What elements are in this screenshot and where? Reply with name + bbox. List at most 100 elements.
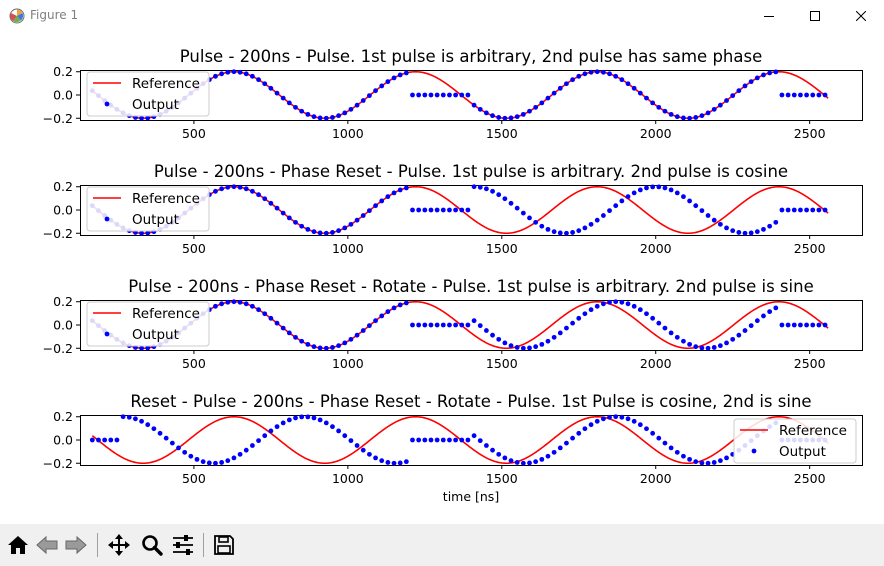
subplot-4-legend-output-label: Output — [779, 444, 826, 460]
subplot-1-output-point — [373, 88, 378, 94]
subplot-4-output-point — [330, 424, 335, 430]
subplot-3-output-point — [403, 300, 409, 306]
subplot-3-output-point — [299, 338, 305, 344]
subplot-2-output-point — [459, 207, 465, 213]
subplot-3-output-point — [268, 315, 274, 321]
subplot-1-output-point — [588, 69, 594, 75]
maximize-button[interactable] — [792, 0, 838, 31]
subplot-4-output-point — [397, 460, 403, 466]
subplot-1-output-point — [804, 92, 809, 98]
subplot-4-output-point — [188, 453, 194, 459]
subplot-4-legend-output-swatch — [751, 448, 757, 454]
subplot-1-output-point — [742, 83, 748, 89]
subplot-4-output-point — [674, 449, 680, 455]
subplot-4-output-point — [200, 459, 206, 465]
subplot-1-legend-reference-label: Reference — [132, 76, 200, 92]
subplot-1-output-point — [791, 92, 797, 98]
subplot-3-output-point — [293, 334, 298, 340]
subplot-2-xtick-label: 500 — [182, 241, 206, 256]
subplot-4-output-point — [539, 456, 545, 462]
subplot-4-output-point — [582, 426, 588, 432]
subplot-2-xtick-label: 1000 — [332, 241, 364, 256]
subplot-4-output-point — [274, 424, 280, 430]
subplot-3-output-point — [311, 344, 317, 350]
subplot-2-output-point — [280, 210, 286, 216]
subplot-3-output-point — [286, 330, 292, 336]
home-button[interactable] — [5, 532, 31, 558]
subplot-3-output-point — [225, 299, 231, 305]
subplot-4-output-point — [711, 460, 717, 465]
subplot-4-output-point — [533, 459, 539, 465]
subplot-1-output-point — [323, 115, 329, 121]
subplot-4-output-point — [176, 445, 181, 451]
subplot-4-output-point — [514, 460, 520, 465]
subplot-3-output-point — [576, 315, 582, 321]
subplot-1-title: Pulse - 200ns - Pulse. 1st pulse is arbi… — [180, 47, 762, 66]
forward-button[interactable] — [63, 532, 89, 558]
subplot-1-legend-output-label: Output — [132, 97, 179, 113]
subplot-4-output-point — [120, 414, 126, 420]
subplot-2-xtick-label: 2500 — [794, 241, 826, 256]
subplot-3-xtick-label: 1000 — [332, 356, 364, 371]
subplot-2-output-point — [539, 223, 545, 229]
subplot-1-output-point — [711, 106, 717, 112]
subplot-1-output-point — [496, 115, 502, 120]
subplot-3-output-point — [145, 345, 151, 351]
subplot-1-output-point — [520, 111, 526, 117]
subplot-2-output-point — [674, 190, 680, 196]
subplot-1-output-point — [299, 108, 305, 114]
subplot-1-output-point — [576, 73, 582, 79]
close-button[interactable] — [838, 0, 884, 31]
pan-button[interactable] — [106, 532, 132, 558]
subplot-2-legend-reference-label: Reference — [132, 191, 200, 207]
subplot-4-xtick-label: 1000 — [332, 471, 364, 486]
subplot-4-output-point — [717, 458, 723, 464]
zoom-button[interactable] — [139, 532, 165, 558]
subplot-1-output-point — [798, 92, 803, 98]
subplot-3-output-point — [330, 345, 335, 350]
subplot-4-output-point — [126, 414, 132, 420]
subplot-4-ytick-label: 0.2 — [53, 409, 73, 424]
subplot-2-output-point — [754, 229, 760, 235]
save-icon — [214, 535, 234, 555]
figure-canvas[interactable]: Pulse - 200ns - Pulse. 1st pulse is arbi… — [0, 31, 884, 524]
subplot-3-output-point — [262, 311, 268, 317]
back-button[interactable] — [34, 532, 60, 558]
subplot-1-output-point — [502, 115, 508, 121]
subplot-4-title: Reset - Pulse - 200ns - Phase Reset - Ro… — [130, 392, 811, 411]
subplot-4-output-point — [311, 415, 317, 421]
subplot-3-output-point — [754, 318, 760, 324]
subplot-3-output-point — [736, 332, 742, 338]
subplot-3-output-point — [422, 322, 428, 328]
subplot-2-output-point — [262, 196, 268, 202]
subplot-2-output-point — [594, 217, 600, 223]
subplot-2-output-point — [742, 230, 748, 236]
save-button[interactable] — [211, 532, 237, 558]
subplot-3-output-point — [459, 322, 465, 328]
subplot-1-output-point — [354, 102, 360, 108]
subplot-3-output-point — [748, 323, 754, 329]
subplot-3-output-point — [139, 345, 144, 351]
subplot-4-ytick-label: −0.2 — [43, 456, 73, 471]
subplot-1-output-point — [311, 114, 317, 120]
subplot-1-output-point — [262, 81, 268, 87]
subplot-1-output-point — [385, 79, 391, 85]
configure-subplots-button[interactable] — [170, 532, 196, 558]
subplot-2-output-point — [416, 207, 422, 213]
subplot-2-output-point — [213, 188, 218, 194]
subplot-3-output-point — [360, 328, 366, 333]
subplot-3-legend-output-swatch — [104, 331, 110, 337]
subplot-4-xtick-label: 500 — [182, 471, 206, 486]
subplot-2-output-point — [391, 190, 397, 196]
minimize-button[interactable] — [746, 0, 792, 31]
subplot-3-output-point — [662, 325, 668, 331]
subplot-4-output-point — [631, 418, 637, 424]
subplot-2-output-point — [268, 200, 274, 206]
subplot-3-output-point — [496, 336, 502, 342]
subplot-4-output-point — [169, 440, 175, 446]
subplot-2-output-point — [360, 213, 366, 218]
subplot-3-output-point — [717, 343, 723, 349]
subplot-1-xtick-label: 1000 — [332, 126, 364, 141]
subplot-3-output-point — [323, 345, 329, 351]
subplot-2-output-point — [730, 228, 736, 234]
